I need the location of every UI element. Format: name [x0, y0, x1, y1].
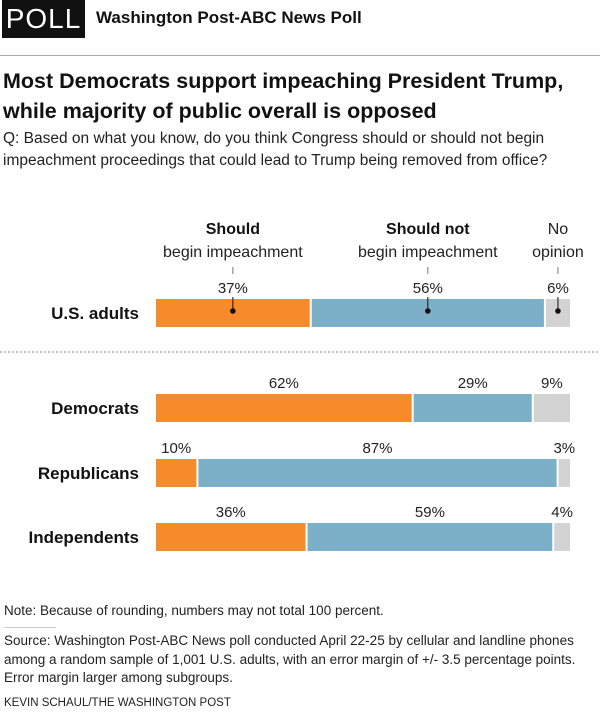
value-label: 9% [541, 375, 563, 392]
question-text: Q: Based on what you know, do you think … [3, 130, 548, 169]
legend-header: begin impeachment [163, 244, 303, 261]
value-label: 10% [161, 440, 191, 457]
value-label: 36% [216, 504, 246, 521]
divider [4, 627, 56, 628]
leader-dot [555, 308, 561, 314]
category-label: Independents [28, 528, 139, 547]
value-label: 4% [551, 504, 573, 521]
value-label: 37% [218, 280, 248, 297]
bar-segment [156, 394, 412, 422]
category-label: U.S. adults [51, 304, 139, 323]
bar-segment [156, 523, 306, 551]
value-label: 87% [362, 440, 392, 457]
kicker: Washington Post-ABC News Poll [96, 8, 362, 27]
note: Note: Because of rounding, numbers may n… [4, 603, 384, 618]
source: Source: Washington Post-ABC News poll co… [4, 633, 576, 685]
value-label: 59% [415, 504, 445, 521]
value-label: 29% [458, 375, 488, 392]
legend-header: No [548, 221, 569, 238]
legend-header: Should [206, 221, 260, 238]
bar-segment [533, 394, 570, 422]
value-label: 56% [413, 280, 443, 297]
bar-segment [413, 394, 532, 422]
leader-dot [230, 308, 236, 314]
stacked-bar-chart: U.S. adults 37% Should begin impeachment 56%… [0, 221, 600, 551]
bar-segment [307, 523, 553, 551]
legend-header: Should not [386, 221, 470, 238]
bar-segment [156, 459, 197, 487]
legend-header: begin impeachment [358, 244, 498, 261]
bar-segment [554, 523, 570, 551]
value-label: 6% [547, 280, 569, 297]
legend-header: opinion [532, 244, 584, 261]
credit: KEVIN SCHAUL/THE WASHINGTON POST [4, 697, 231, 709]
poll-badge: POLL [2, 0, 85, 38]
bar-segment [198, 459, 557, 487]
value-label: 62% [269, 375, 299, 392]
bar-segment [558, 459, 570, 487]
category-label: Democrats [51, 399, 139, 418]
divider [0, 55, 600, 56]
value-label: 3% [553, 440, 575, 457]
leader-dot [425, 308, 431, 314]
category-label: Republicans [38, 464, 139, 483]
chart-title: Most Democrats support impeaching Presid… [3, 69, 564, 123]
